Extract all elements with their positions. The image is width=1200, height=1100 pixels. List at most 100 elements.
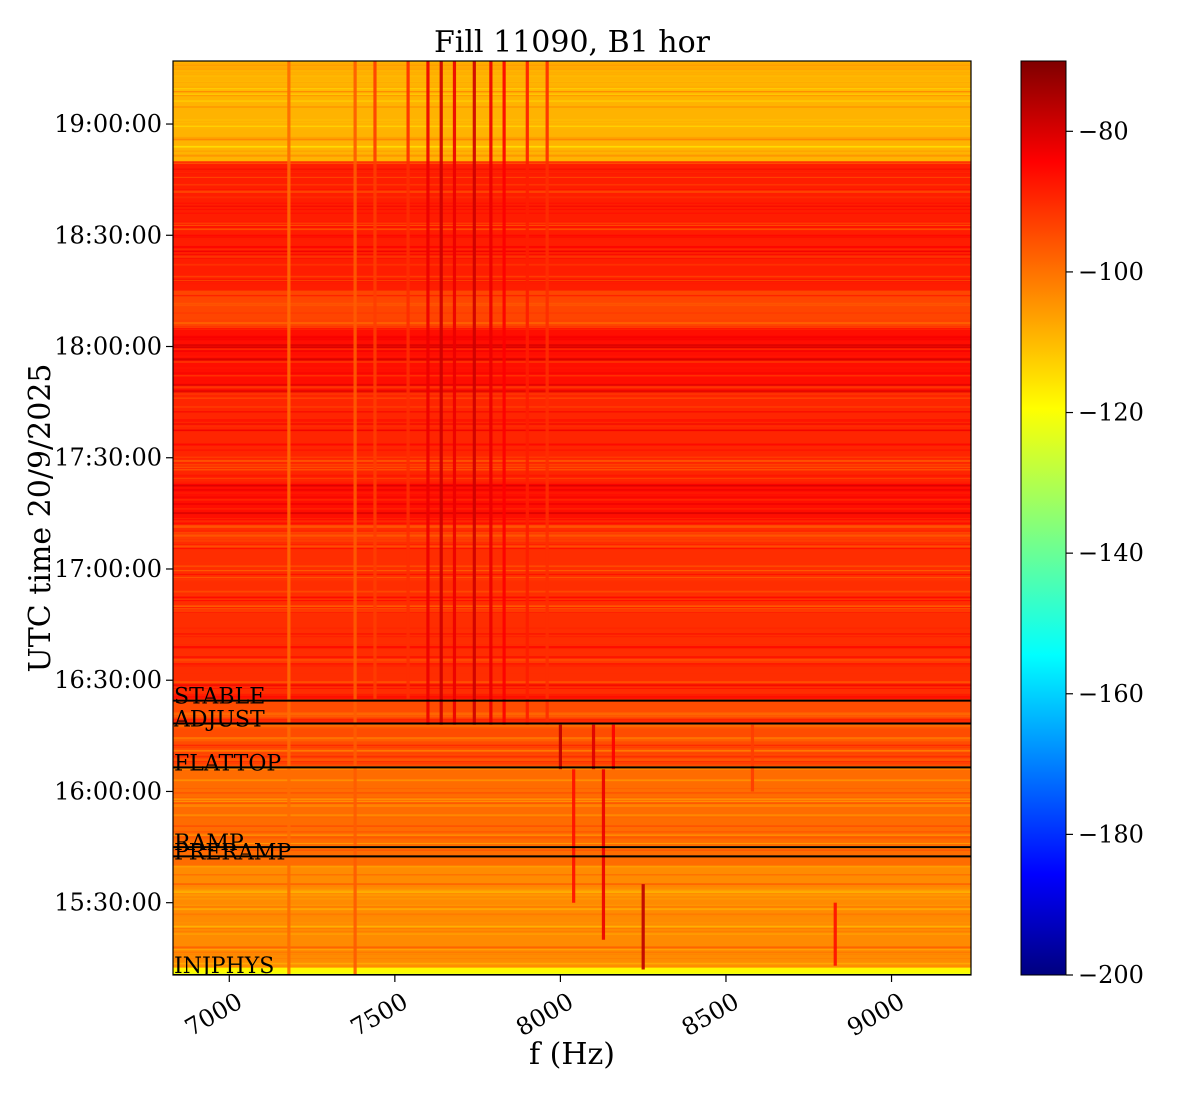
noise-stripe: [173, 802, 971, 804]
noise-stripe: [173, 62, 971, 65]
noise-stripe: [173, 520, 971, 523]
noise-stripe: [173, 172, 971, 174]
noise-stripe: [173, 499, 971, 501]
noise-stripe: [173, 914, 971, 917]
noise-stripe: [173, 190, 971, 193]
noise-stripe: [173, 685, 971, 688]
noise-stripe: [173, 712, 971, 714]
noise-stripe: [173, 906, 971, 908]
noise-stripe: [173, 465, 971, 467]
noise-stripe: [173, 122, 971, 124]
noise-stripe: [173, 697, 971, 700]
noise-stripe: [173, 598, 971, 600]
noise-stripe: [173, 888, 971, 891]
noise-stripe: [173, 358, 971, 361]
noise-stripe: [173, 106, 971, 108]
phase-label: RAMP: [174, 831, 244, 856]
noise-stripe: [173, 792, 971, 794]
y-tick-label: 17:30:00: [54, 444, 162, 472]
noise-stripe: [173, 545, 971, 548]
noise-stripe: [173, 146, 971, 148]
noise-stripe: [173, 489, 971, 491]
intensity-band: [173, 61, 971, 162]
phase-label: STABLE: [174, 685, 265, 710]
noise-stripe: [173, 962, 971, 965]
noise-stripe: [173, 607, 971, 609]
noise-stripe: [173, 913, 971, 915]
noise-stripe: [173, 90, 971, 93]
noise-stripe: [173, 837, 971, 839]
noise-stripe: [173, 469, 971, 471]
noise-stripe: [173, 746, 971, 748]
noise-stripe: [173, 224, 971, 227]
colorbar-tick-label: −200: [1078, 961, 1144, 989]
noise-stripe: [173, 483, 971, 485]
noise-stripe: [173, 576, 971, 579]
noise-stripe: [173, 599, 971, 602]
noise-stripe: [173, 146, 971, 148]
noise-stripe: [173, 385, 971, 388]
noise-stripe: [173, 525, 971, 528]
noise-stripe: [173, 162, 971, 165]
noise-stripe: [173, 255, 971, 257]
noise-stripe: [173, 503, 971, 505]
noise-stripe: [173, 68, 971, 70]
noise-stripe: [173, 65, 971, 68]
x-tick-label: 7000: [180, 987, 247, 1042]
noise-stripe: [173, 565, 971, 568]
noise-stripe: [173, 492, 971, 494]
noise-stripe: [173, 922, 971, 924]
noise-stripe: [173, 673, 971, 675]
noise-stripe: [173, 125, 971, 128]
noise-stripe: [173, 161, 971, 163]
noise-stripe: [173, 961, 971, 963]
noise-stripe: [173, 64, 971, 66]
noise-stripe: [173, 695, 971, 698]
noise-stripe: [173, 150, 971, 152]
noise-stripe: [173, 538, 971, 540]
noise-stripe: [173, 100, 971, 103]
noise-stripe: [173, 245, 971, 249]
noise-stripe: [173, 835, 971, 838]
colorbar-tick-label: −180: [1078, 820, 1144, 848]
noise-stripe: [173, 874, 971, 876]
noise-stripe: [173, 664, 971, 667]
noise-stripe: [173, 724, 971, 727]
noise-stripe: [173, 656, 971, 658]
noise-stripe: [173, 904, 971, 906]
noise-stripe: [173, 949, 971, 951]
noise-stripe: [173, 693, 971, 696]
noise-stripe: [173, 647, 971, 649]
noise-stripe: [173, 842, 971, 844]
noise-stripe: [173, 234, 971, 237]
noise-stripe: [173, 319, 971, 322]
noise-stripe: [173, 226, 971, 228]
noise-stripe: [173, 336, 971, 339]
noise-stripe: [173, 953, 971, 956]
noise-stripe: [173, 420, 971, 422]
noise-stripe: [173, 526, 971, 528]
noise-stripe: [173, 474, 971, 477]
noise-stripe: [173, 662, 971, 665]
noise-stripe: [173, 761, 971, 763]
noise-stripe: [173, 610, 971, 612]
noise-stripe: [173, 534, 971, 537]
noise-stripe: [173, 847, 971, 850]
noise-stripe: [173, 95, 971, 97]
y-tick-label: 18:00:00: [54, 333, 162, 361]
colorbar-tick-label: −120: [1078, 399, 1144, 427]
x-tick-label: 8500: [677, 987, 744, 1042]
noise-stripe: [173, 762, 971, 764]
noise-stripe: [173, 804, 971, 806]
noise-stripe: [173, 594, 971, 596]
noise-stripe: [173, 256, 971, 258]
noise-stripe: [173, 355, 971, 357]
noise-stripe: [173, 375, 971, 377]
noise-stripe: [173, 322, 971, 325]
y-tick-label: 16:00:00: [54, 777, 162, 805]
noise-stripe: [173, 894, 971, 897]
noise-stripe: [173, 249, 971, 251]
noise-stripe: [173, 189, 971, 191]
noise-stripe: [173, 466, 971, 468]
noise-stripe: [173, 481, 971, 484]
